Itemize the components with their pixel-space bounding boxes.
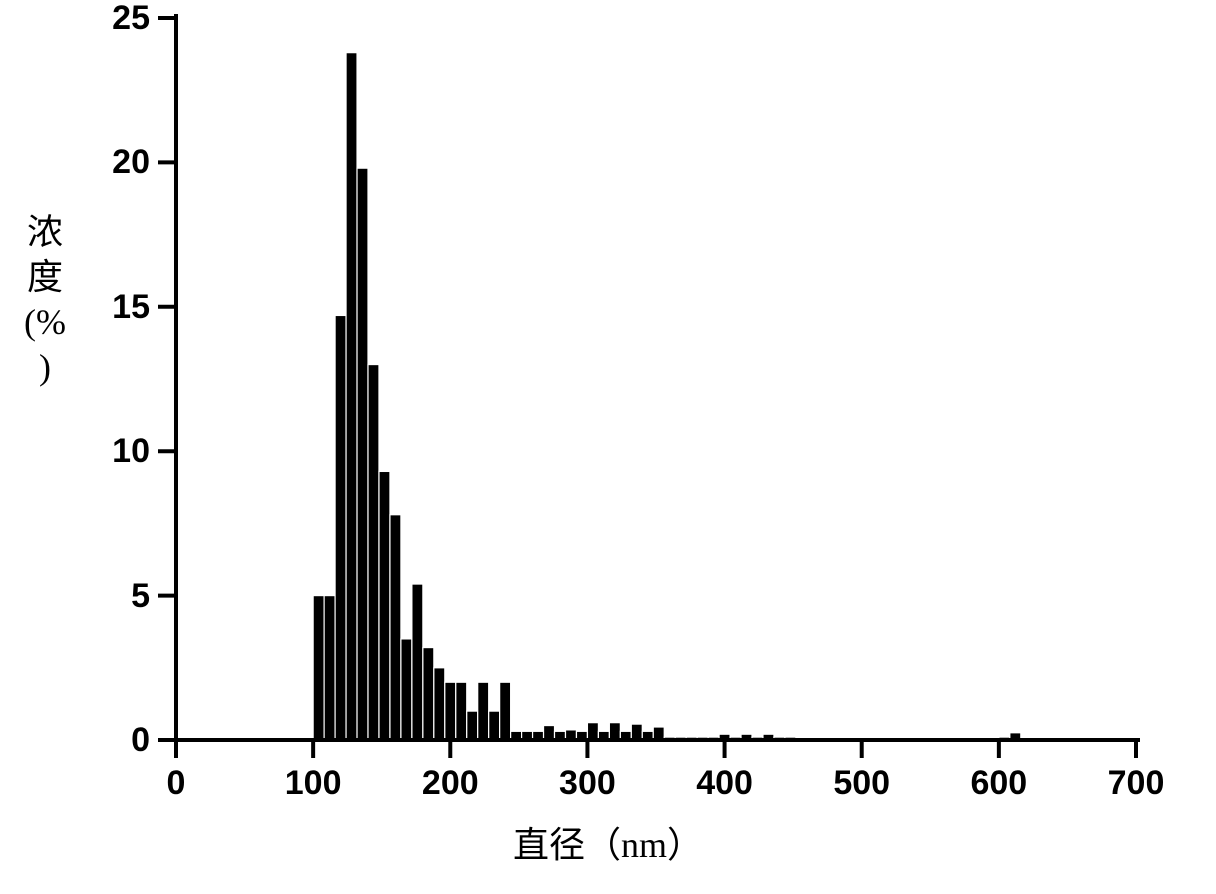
histogram-bar <box>412 584 423 740</box>
y-tick-label: 25 <box>112 0 150 38</box>
histogram-bar <box>423 648 434 740</box>
x-tick-label: 0 <box>126 764 226 803</box>
histogram-bar <box>467 711 478 740</box>
histogram-bar <box>346 53 357 740</box>
histogram-bar <box>631 724 642 740</box>
histogram-bar <box>587 723 598 740</box>
y-axis-label-char: 度 <box>10 255 80 300</box>
y-axis-label-char: ) <box>10 345 80 390</box>
y-tick-label: 0 <box>131 721 150 760</box>
x-tick-label: 100 <box>263 764 363 803</box>
histogram-bar <box>313 596 324 740</box>
histogram-bar <box>401 639 412 740</box>
histogram-bar <box>434 668 445 740</box>
x-tick-label: 500 <box>812 764 912 803</box>
histogram-bar <box>456 682 467 740</box>
histogram-bar <box>445 682 456 740</box>
y-tick-label: 20 <box>112 143 150 182</box>
histogram-bar <box>368 365 379 740</box>
histogram-bar <box>324 596 335 740</box>
histogram-bar <box>390 515 401 740</box>
y-axis-label-char: (% <box>10 300 80 345</box>
y-axis-label-char: 浓 <box>10 210 80 255</box>
y-tick-label: 15 <box>112 288 150 327</box>
x-axis-label: 直径（nm） <box>0 816 1216 868</box>
histogram-bar <box>478 682 489 740</box>
x-tick-label: 200 <box>400 764 500 803</box>
x-tick-label: 700 <box>1086 764 1186 803</box>
y-tick-label: 5 <box>131 577 150 616</box>
histogram-bar <box>609 723 620 740</box>
histogram-figure: 浓度(%) 直径（nm） 0 5 10 15 20 25 0 100 200 300 400 500 6… <box>0 0 1216 894</box>
histogram-bar <box>500 682 511 740</box>
y-tick-label: 10 <box>112 432 150 471</box>
x-tick-label: 400 <box>675 764 775 803</box>
histogram-bar <box>489 711 500 740</box>
x-tick-label: 300 <box>537 764 637 803</box>
histogram-bar <box>379 471 390 740</box>
histogram-bar <box>335 315 346 740</box>
histogram-bar <box>357 168 368 740</box>
y-axis-label: 浓度(%) <box>10 210 80 390</box>
histogram-bar <box>544 726 555 740</box>
chart-svg <box>0 0 1216 894</box>
x-tick-label: 600 <box>949 764 1049 803</box>
